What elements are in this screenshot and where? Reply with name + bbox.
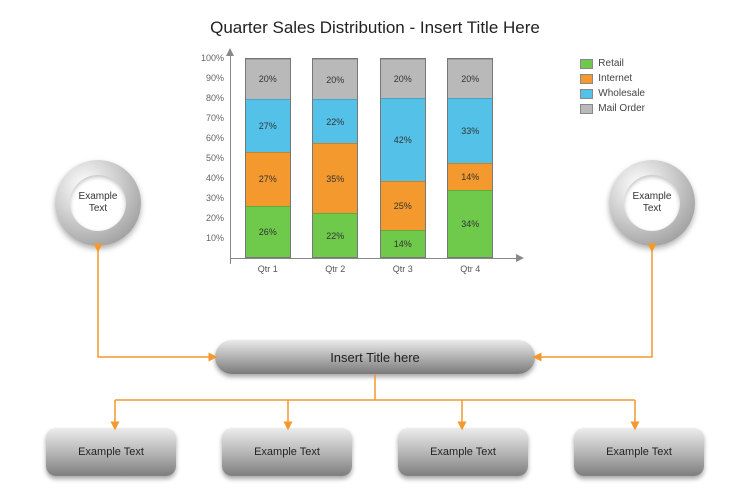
legend-swatch [580,104,593,114]
legend-label: Retail [598,58,624,69]
y-tick: 80% [206,93,224,103]
bar-segment: 20% [381,59,425,98]
y-tick: 60% [206,133,224,143]
bar-segment: 27% [246,152,290,205]
legend-swatch [580,74,593,84]
legend-swatch [580,59,593,69]
x-axis-line [230,258,516,259]
ring-left: Example Text [55,160,141,246]
bar-column: 34%14%33%20% [447,58,493,258]
y-axis-line [230,52,231,264]
stacked-bar-chart: 10%20%30%40%50%60%70%80%90%100% 26%27%27… [190,58,510,288]
bar-segment: 25% [381,181,425,230]
ring-right: Example Text [609,160,695,246]
bottom-box: Example Text [574,428,704,476]
bar-column: 26%27%27%20% [245,58,291,258]
y-axis: 10%20%30%40%50%60%70%80%90%100% [190,58,230,258]
bar-segment: 26% [246,206,290,257]
chart-legend: Retail Internet Wholesale Mail Order [580,58,645,118]
bottom-box: Example Text [46,428,176,476]
legend-item: Mail Order [580,103,645,114]
bar-segment: 14% [381,230,425,257]
x-label: Qtr 2 [312,264,358,274]
bar-segment: 22% [313,99,357,143]
page-title: Quarter Sales Distribution - Insert Titl… [0,18,750,38]
x-axis-labels: Qtr 1 Qtr 2 Qtr 3 Qtr 4 [234,264,504,274]
y-tick: 70% [206,113,224,123]
bar-segment: 22% [313,213,357,257]
center-pill: Insert Title here [215,340,535,374]
ring-right-label: Example Text [624,175,680,231]
legend-item: Retail [580,58,645,69]
legend-item: Wholesale [580,88,645,99]
x-label: Qtr 3 [380,264,426,274]
bar-segment: 27% [246,99,290,152]
bar-segment: 20% [313,59,357,99]
y-tick: 30% [206,193,224,203]
legend-label: Wholesale [598,88,645,99]
x-label: Qtr 1 [245,264,291,274]
x-label: Qtr 4 [447,264,493,274]
legend-label: Internet [598,73,632,84]
bottom-boxes: Example Text Example Text Example Text Exam… [0,428,750,476]
y-tick: 90% [206,73,224,83]
bottom-box: Example Text [398,428,528,476]
bar-column: 14%25%42%20% [380,58,426,258]
legend-item: Internet [580,73,645,84]
y-tick: 50% [206,153,224,163]
bar-segment: 20% [448,59,492,98]
y-tick: 10% [206,233,224,243]
legend-label: Mail Order [598,103,645,114]
y-tick: 20% [206,213,224,223]
bottom-box: Example Text [222,428,352,476]
bar-segment: 20% [246,59,290,99]
y-axis-arrow-icon [226,48,234,56]
y-tick: 100% [201,53,224,63]
bar-segment: 42% [381,98,425,180]
bar-column: 22%35%22%20% [312,58,358,258]
bar-group: 26%27%27%20%22%35%22%20%14%25%42%20%34%1… [234,58,504,258]
bar-segment: 33% [448,98,492,163]
bar-segment: 35% [313,143,357,213]
y-tick: 40% [206,173,224,183]
ring-left-label: Example Text [70,175,126,231]
legend-swatch [580,89,593,99]
bar-segment: 14% [448,163,492,190]
x-axis-arrow-icon [516,254,524,262]
bar-segment: 34% [448,190,492,257]
